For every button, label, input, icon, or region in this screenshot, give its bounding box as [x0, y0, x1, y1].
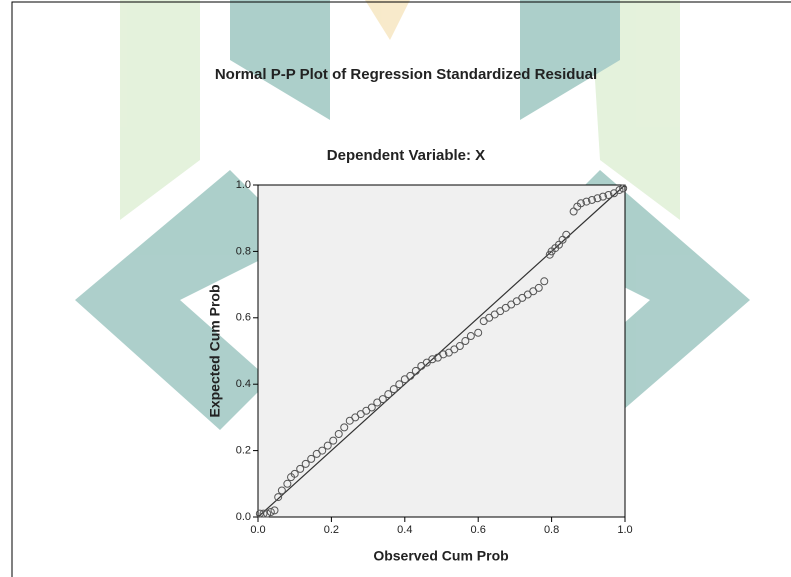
- point: [604, 190, 613, 199]
- point: [461, 337, 470, 346]
- point: [329, 436, 338, 445]
- x-tick-label: 0.0: [250, 524, 265, 536]
- y-tick-label: 0.6: [236, 312, 251, 324]
- y-tick-label: 1.0: [236, 179, 251, 191]
- point: [455, 342, 464, 351]
- point: [378, 395, 387, 404]
- point: [301, 459, 310, 468]
- point: [296, 464, 305, 473]
- point: [395, 380, 404, 389]
- point: [562, 230, 571, 239]
- x-tick-label: 0.2: [324, 524, 339, 536]
- y-tick-label: 0.8: [236, 245, 251, 257]
- x-tick-label: 0.4: [397, 524, 412, 536]
- point: [277, 486, 286, 495]
- point: [307, 454, 316, 463]
- point: [593, 194, 602, 203]
- point: [587, 195, 596, 204]
- point: [340, 423, 349, 432]
- point: [367, 403, 376, 412]
- point: [534, 283, 543, 292]
- point: [540, 277, 549, 286]
- chart-subtitle: Dependent Variable: X: [327, 147, 485, 164]
- point: [270, 506, 279, 515]
- frame: [11, 1, 791, 577]
- point: [318, 446, 327, 455]
- point: [263, 509, 272, 518]
- point: [283, 479, 292, 488]
- point: [439, 350, 448, 359]
- chart-title: Normal P-P Plot of Regression Standardiz…: [215, 66, 597, 83]
- point: [411, 366, 420, 375]
- point: [615, 185, 624, 194]
- point: [274, 493, 283, 502]
- point: [389, 385, 398, 394]
- point: [428, 355, 437, 364]
- y-tick-label: 0.2: [236, 445, 251, 457]
- point: [576, 199, 585, 208]
- y-tick-label: 0.0: [236, 511, 251, 523]
- point: [323, 441, 332, 450]
- point: [266, 508, 275, 517]
- point: [334, 430, 343, 438]
- y-axis-label: Expected Cum Prob: [207, 284, 223, 417]
- point: [466, 332, 475, 341]
- y-tick-label: 0.4: [236, 378, 251, 390]
- x-axis-label: Observed Cum Prob: [373, 548, 508, 564]
- x-tick-label: 0.6: [471, 524, 486, 536]
- point: [406, 371, 415, 380]
- point: [259, 509, 268, 518]
- point: [290, 469, 299, 478]
- point: [474, 328, 483, 337]
- point: [582, 197, 591, 206]
- point: [619, 184, 628, 193]
- x-tick-label: 1.0: [617, 524, 632, 536]
- x-tick-label: 0.8: [544, 524, 559, 536]
- point: [598, 192, 607, 201]
- point: [384, 390, 393, 399]
